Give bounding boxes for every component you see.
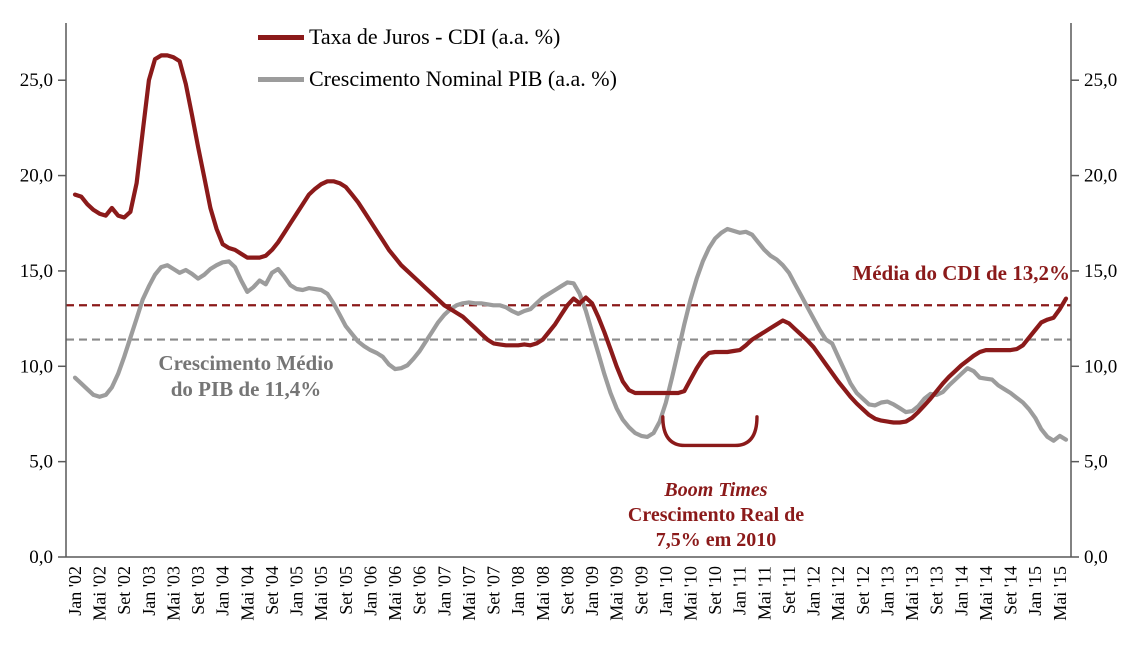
x-tick-label: Jan '02	[65, 566, 85, 616]
x-tick-label: Mai '14	[976, 566, 996, 621]
x-tick-label: Mai '05	[311, 566, 331, 621]
x-tick-label: Jan '08	[508, 566, 528, 616]
x-tick-label: Set '03	[188, 566, 208, 615]
y-tick-label-left: 20,0	[20, 166, 53, 187]
x-tick-label: Jan '14	[951, 566, 971, 616]
x-tick-label: Mai '07	[459, 566, 479, 621]
y-tick-label-left: 0,0	[29, 547, 53, 568]
y-tick-label-right: 15,0	[1084, 261, 1117, 282]
y-tick-label-left: 25,0	[20, 70, 53, 91]
x-tick-label: Jan '03	[139, 566, 159, 616]
x-tick-label: Jan '10	[656, 566, 676, 616]
x-tick-label: Jan '04	[213, 566, 233, 616]
x-tick-label: Set '10	[705, 566, 725, 615]
x-tick-label: Mai '10	[681, 566, 701, 621]
y-tick-label-left: 10,0	[20, 356, 53, 377]
x-tick-label: Mai '08	[533, 566, 553, 621]
x-tick-label: Set '04	[262, 566, 282, 615]
pib-series-line	[72, 226, 1069, 443]
x-tick-label: Set '05	[336, 566, 356, 615]
x-tick-label: Jan '12	[804, 566, 824, 616]
x-tick-label: Set '07	[484, 566, 504, 615]
cdi-line-swatch	[258, 34, 304, 40]
y-tick-label-right: 25,0	[1084, 70, 1117, 91]
x-tick-label: Mai '15	[1050, 566, 1070, 621]
x-tick-label: Set '12	[853, 566, 873, 615]
legend-item-cdi: Taxa de Juros - CDI (a.a. %)	[258, 16, 617, 58]
x-tick-label: Mai '04	[237, 566, 257, 621]
x-tick-label: Jan '06	[360, 566, 380, 616]
y-tick-label-left: 15,0	[20, 261, 53, 282]
x-tick-label: Set '08	[557, 566, 577, 615]
x-tick-label: Jan '13	[877, 566, 897, 616]
x-tick-label: Jan '15	[1025, 566, 1045, 616]
y-tick-label-right: 0,0	[1084, 547, 1108, 568]
x-tick-label: Jan '09	[582, 566, 602, 616]
x-tick-label: Set '02	[114, 566, 134, 615]
x-tick-label: Set '06	[410, 566, 430, 615]
x-tick-label: Mai '03	[163, 566, 183, 621]
x-tick-label: Mai '12	[828, 566, 848, 621]
x-tick-label: Mai '13	[902, 566, 922, 621]
x-tick-label: Set '11	[779, 566, 799, 614]
x-tick-label: Mai '11	[754, 566, 774, 620]
y-tick-label-right: 10,0	[1084, 356, 1117, 377]
pib-line-swatch	[258, 76, 304, 82]
y-tick-label-right: 20,0	[1084, 166, 1117, 187]
chart-legend: Taxa de Juros - CDI (a.a. %) Crescimento…	[258, 16, 617, 100]
x-tick-label: Mai '06	[385, 566, 405, 621]
x-tick-label: Set '14	[1001, 566, 1021, 615]
boom-times-bracket	[661, 415, 759, 448]
x-tick-label: Set '09	[631, 566, 651, 615]
legend-label-cdi: Taxa de Juros - CDI (a.a. %)	[309, 24, 561, 49]
legend-label-pib: Crescimento Nominal PIB (a.a. %)	[309, 66, 617, 91]
y-tick-label-right: 5,0	[1084, 452, 1108, 473]
legend-item-pib: Crescimento Nominal PIB (a.a. %)	[258, 58, 617, 100]
x-tick-label: Jan '05	[287, 566, 307, 616]
x-tick-label: Jan '11	[730, 566, 750, 615]
x-tick-label: Mai '02	[90, 566, 110, 621]
cdi-series-line	[72, 53, 1069, 425]
x-tick-label: Jan '07	[434, 566, 454, 616]
x-tick-label: Mai '09	[607, 566, 627, 621]
x-tick-label: Set '13	[927, 566, 947, 615]
y-tick-label-left: 5,0	[29, 452, 53, 473]
